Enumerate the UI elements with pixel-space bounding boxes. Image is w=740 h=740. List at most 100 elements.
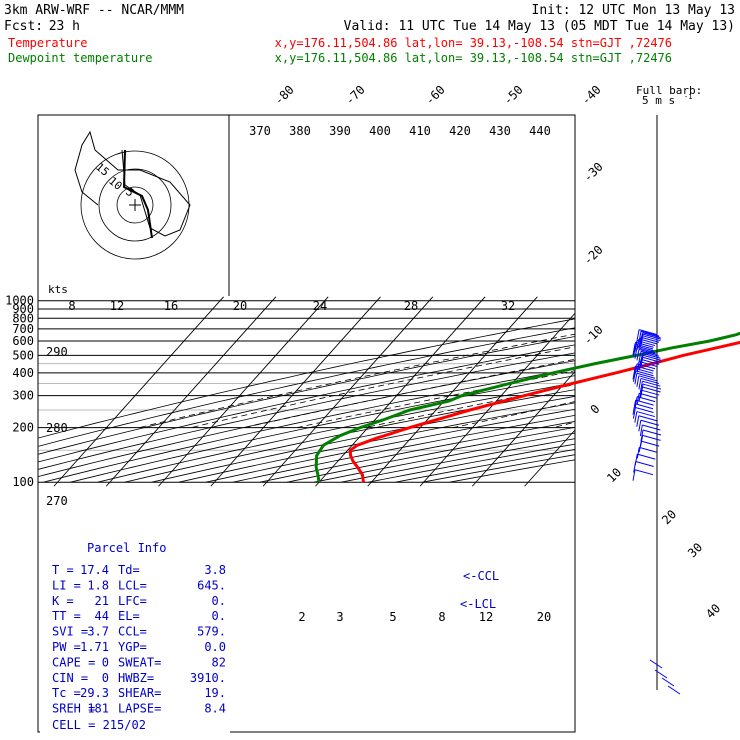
isotherm-label: -40 [579,83,604,108]
moist-adiabat-3 [296,370,575,428]
dewpoint-line [314,331,740,483]
dry-adiabat-350 [151,395,575,483]
wind-barb [639,352,661,365]
hodo-speed-label: 8 [68,299,75,313]
barb-staff [642,386,661,393]
isotherm--80 [210,296,381,487]
parcel-info-panel: Parcel Info T = 17.4 Td= 3.8 LI = 1.8 LCL= 645.… [40,537,230,733]
pressure-label-200: 200 [12,421,34,435]
dry-adiabat-440 [395,449,575,483]
dry-adiabat-280 [38,344,575,463]
barb-staff [639,392,658,399]
pressure-label-1000: 1000 [5,294,34,308]
theta-label: 370 [249,124,271,138]
barb-staff [642,335,661,342]
parcel-label-2: SHEAR= [118,686,161,700]
isotherm-label: 40 [703,601,723,621]
dry-adiabat-250 [38,318,575,439]
barb-key-line1: Full barb: [636,84,702,97]
barb-flag [636,447,640,459]
wind-barb [638,419,659,432]
parcel-label-2: LAPSE= [118,702,161,716]
parcel-value-2: 579. [197,625,226,639]
pressure-label-700: 700 [12,322,34,336]
barb-staff [642,332,661,339]
theta-left-label: 280 [46,421,68,435]
barb-staff [640,377,660,384]
wind-barb [640,383,662,396]
valid-time: Valid: 11 UTC Tue 14 May 13 (05 MDT Tue … [344,19,735,34]
isotherm-label: -20 [581,243,606,268]
barb-staff [635,407,654,414]
barb-key-line2: 5 m s [642,94,675,107]
isotherm--60 [315,296,486,487]
barb-staff [642,424,661,431]
barb-flag [640,429,644,442]
wind-barb [636,392,658,405]
barb-staff [638,375,658,382]
parcel-value-1: 17.4 [80,563,109,577]
parcel-label-1: SVI = [52,625,88,639]
wind-barb [636,446,658,459]
barb-staff [635,461,654,468]
dry-adiabat-270 [38,336,575,455]
pressure-label-900: 900 [12,302,34,316]
parcel-label-2: YGP= [118,640,147,654]
parcel-label-1: SREH = [52,702,95,716]
dewpoint-location: x,y=176.11,504.86 lat,lon= 39.13,-108.54… [275,51,672,65]
hodo-speed-label: 28 [404,299,418,313]
isotherm-label: -70 [343,83,368,108]
isotherm-10 [681,297,740,486]
barb-flag [638,331,642,343]
barb-flag [633,365,637,378]
wind-barb [640,434,661,447]
hodo-ring-label: 15 [93,160,112,178]
pressure-label-800: 800 [12,311,34,325]
model-title: 3km ARW-WRF -- NCAR/MMM [4,3,184,18]
isotherm-label: -50 [501,83,526,108]
parcel-value-1: 21 [95,594,109,608]
grid-clipped [38,296,740,487]
barb-staff [642,380,661,387]
barb-flag [639,381,643,393]
theta-left-label: 290 [46,345,68,359]
pressure-label-500: 500 [12,348,34,362]
wind-barb [633,399,654,412]
parcel-value-2: 0. [212,594,226,608]
wind-barb [638,377,660,390]
barb-staff [641,389,660,396]
wind-barb [634,411,655,423]
barb-flag [636,338,640,350]
barb-staff [635,345,654,352]
barb-flag [634,373,638,385]
isotherm--20 [524,429,575,487]
hodo-trace [122,149,153,239]
low-barb [667,685,681,695]
isotherm-label: 10 [604,465,624,485]
dry-adiabat-310 [43,367,575,483]
dry-adiabat-450 [422,454,575,483]
parcel-label-1: CIN = [52,671,88,685]
parcel-value-1: 1.8 [87,578,109,592]
isotherm-label: -30 [581,160,606,185]
barb-key-sup: -1 [684,93,692,101]
barb-flag [634,454,638,466]
barb-flag [639,353,643,365]
isotherm-label: -60 [423,83,448,108]
isotherm-label: 0 [588,402,603,417]
parcel-value-1: 29.3 [80,686,109,700]
low-barb [661,677,675,687]
temperature-legend: Temperature [8,36,87,50]
wind-barb [640,429,662,442]
hodo-speed-label: 24 [313,299,327,313]
theta-label: 420 [449,124,471,138]
parcel-value-1: 1.71 [80,640,109,654]
low-barb [654,669,668,679]
parcel-label-2: LCL= [118,578,147,592]
barb-staff [638,348,658,355]
wind-barb [636,329,658,341]
dewpoint-legend: Dewpoint temperature [8,51,153,65]
wind-barb [638,350,660,363]
mixing-label: 2 [298,610,305,624]
